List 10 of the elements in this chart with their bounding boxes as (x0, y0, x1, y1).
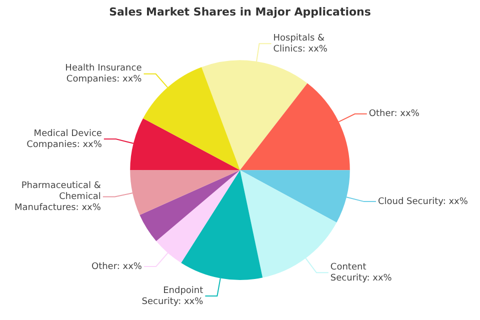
slice-label: Other: xx% (368, 109, 420, 120)
chart-title: Sales Market Shares in Major Applications (109, 5, 372, 18)
slice-label: Health Insurance Companies: xx% (65, 64, 142, 85)
slice-label: Endpoint Security: xx% (142, 286, 204, 307)
slice-label: Hospitals & Clinics: xx% (273, 34, 328, 54)
slice-label: Medical Device Companies: xx% (26, 128, 102, 150)
slice-label: Other: xx% (91, 262, 142, 272)
slice-label: Pharmaceutical & Chemical Manufactures: xx% (14, 181, 102, 214)
slice-label: Cloud Security: xx% (378, 196, 468, 207)
slice-label: Content Security: xx% (330, 262, 392, 284)
